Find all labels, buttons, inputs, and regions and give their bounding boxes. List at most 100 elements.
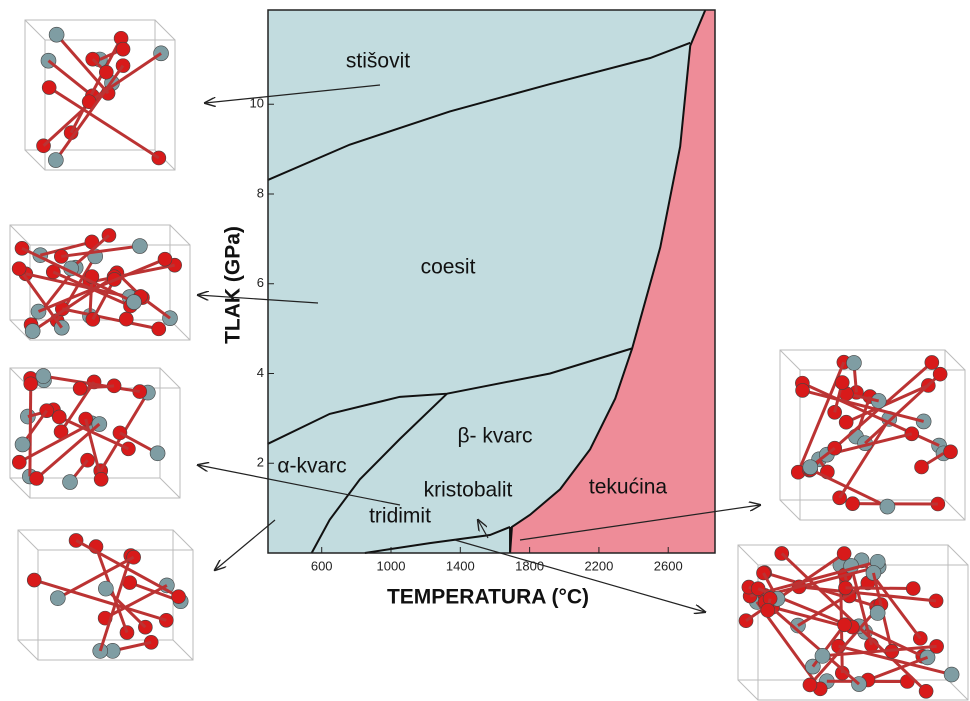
cell-edge — [24, 19, 46, 41]
cell-edge — [172, 529, 194, 551]
phase-label: kristobalit — [424, 479, 513, 502]
oxygen — [918, 683, 934, 699]
cell-edge — [9, 224, 31, 246]
bond — [822, 644, 937, 658]
bond — [88, 52, 162, 103]
cell-front — [24, 19, 156, 151]
cell-edge — [944, 349, 966, 371]
silicon — [802, 459, 819, 475]
y-tick-label: 2 — [257, 455, 264, 470]
silicon — [50, 590, 66, 606]
cell-back — [29, 244, 191, 341]
silicon — [62, 474, 78, 490]
phase-label: tekućina — [589, 476, 668, 499]
cell-edge — [947, 679, 969, 701]
x-tick-label: 600 — [311, 558, 333, 573]
cell-edge — [154, 19, 176, 41]
cell-edge — [159, 477, 181, 499]
oxygen — [115, 41, 131, 57]
cell-edge — [779, 499, 801, 521]
y-axis-label: TLAK (GPa) — [222, 226, 245, 344]
oxygen — [914, 459, 929, 475]
bond — [764, 600, 860, 686]
bond — [867, 655, 929, 682]
bond — [864, 373, 942, 445]
silicon — [879, 498, 896, 515]
cell-edge — [17, 639, 39, 661]
bond — [62, 307, 160, 331]
bond — [84, 418, 103, 480]
bond — [35, 422, 101, 480]
bond — [61, 244, 141, 258]
oxygen — [29, 471, 44, 486]
y-tick-label: 8 — [257, 185, 264, 200]
oxygen — [99, 64, 114, 80]
silicon — [149, 445, 166, 462]
cell-edge — [9, 319, 31, 341]
phase-boundary — [364, 526, 511, 554]
bond — [47, 59, 94, 98]
arrow — [215, 519, 276, 570]
cell-front — [9, 367, 161, 479]
x-axis-label: TEMPERATURA (°C) — [387, 586, 589, 609]
oxygen — [924, 355, 940, 370]
phase-label: stišovit — [346, 50, 410, 73]
bond — [91, 278, 116, 321]
bond — [104, 584, 168, 620]
oxygen — [802, 677, 818, 693]
bond — [48, 86, 160, 160]
oxygen — [11, 261, 27, 276]
bond — [845, 384, 929, 424]
oxygen — [760, 603, 776, 618]
bond — [798, 585, 937, 603]
arrow — [519, 505, 760, 541]
phase-label: α-kvarc — [277, 455, 346, 478]
oxygen — [118, 311, 134, 327]
oxygen — [943, 444, 958, 460]
phase-label: tridimit — [369, 505, 431, 528]
oxygen — [834, 375, 850, 390]
phase-label: β- kvarc — [457, 425, 532, 448]
arrow — [205, 84, 381, 103]
cell-edge — [779, 349, 801, 371]
cell-edge — [737, 679, 759, 701]
x-tick-label: 2600 — [654, 558, 683, 573]
oxygen — [93, 471, 109, 487]
y-tick-label: 10 — [250, 96, 264, 111]
bond — [98, 555, 133, 652]
cell-edge — [172, 639, 194, 661]
cell-back — [799, 369, 966, 521]
oxygen — [26, 572, 42, 588]
bond — [21, 246, 135, 304]
oxygen — [845, 496, 860, 511]
bond — [54, 64, 125, 161]
x-tick-label: 1400 — [446, 558, 475, 573]
oxygen — [836, 546, 852, 561]
silicon — [943, 666, 960, 683]
oxygen — [23, 376, 39, 392]
x-tick-label: 2200 — [584, 558, 613, 573]
bond — [838, 418, 891, 499]
y-tick-label: 4 — [257, 365, 264, 380]
cell-edge — [24, 149, 46, 171]
cell-edge — [169, 224, 191, 246]
plot-frame — [267, 9, 716, 554]
bond — [75, 539, 180, 598]
bond — [43, 374, 140, 394]
bond — [39, 240, 93, 257]
cell-edge — [9, 477, 31, 499]
arrow — [198, 295, 319, 304]
cell-edge — [159, 367, 181, 389]
oxygen — [837, 617, 852, 633]
structures — [9, 19, 969, 701]
x-tick-label: 1800 — [515, 558, 544, 573]
silicon — [48, 26, 65, 43]
oxygen — [905, 581, 921, 596]
oxygen — [12, 454, 27, 470]
bond — [809, 468, 889, 508]
arrow — [454, 539, 705, 612]
bond — [849, 565, 873, 646]
y-tick-label: 6 — [257, 275, 264, 290]
arrow — [478, 520, 489, 539]
